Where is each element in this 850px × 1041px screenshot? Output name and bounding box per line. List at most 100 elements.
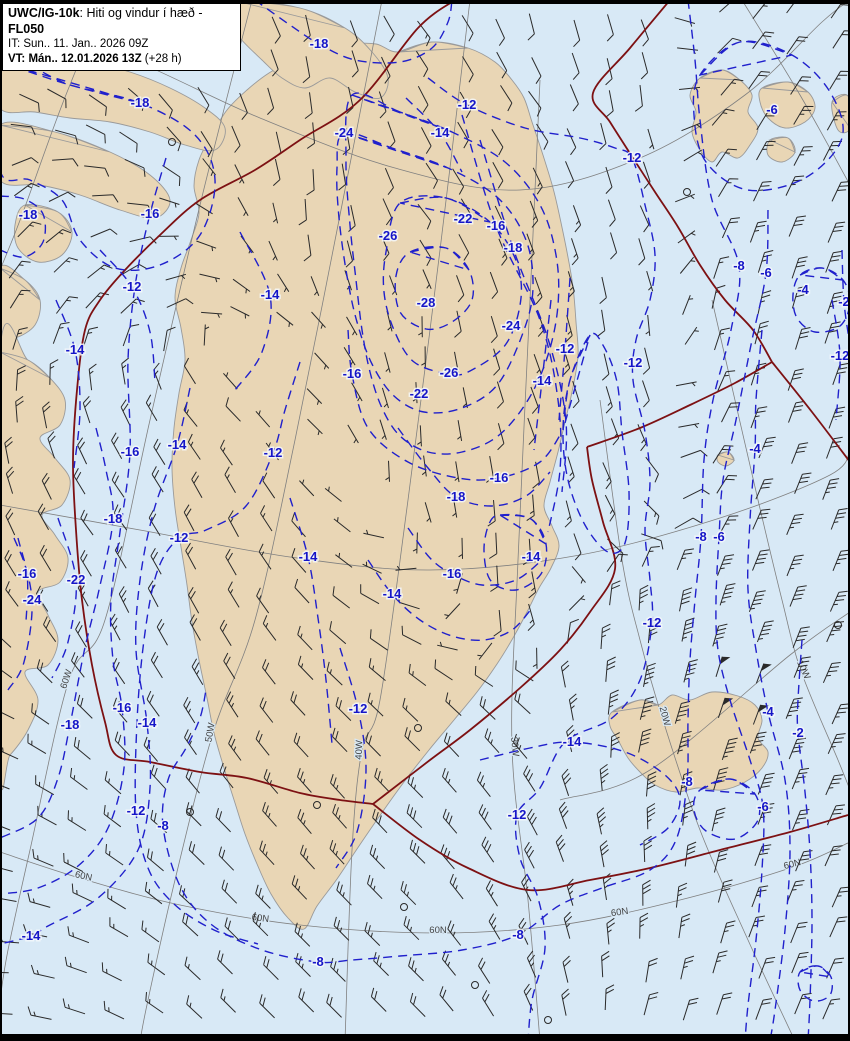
wind-barb <box>491 129 504 156</box>
wind-barb <box>528 90 542 117</box>
wind-barb <box>71 883 93 903</box>
isotherm-label: -16 <box>443 566 462 581</box>
wind-barb <box>367 874 383 900</box>
title-box: UWC/IG-10k: Hiti og vindur í hæð - FL050… <box>2 3 241 72</box>
wind-barb <box>566 128 577 156</box>
wind-barb <box>527 417 536 445</box>
isotherm-label: -14 <box>299 549 319 564</box>
wind-barb <box>418 316 423 338</box>
wind-barb <box>120 298 145 314</box>
wind-barb <box>255 884 271 909</box>
wind-barb <box>220 439 233 466</box>
wind-barb <box>754 320 769 345</box>
wind-barb <box>297 809 312 835</box>
wind-barb <box>147 953 166 976</box>
wind-barb <box>326 661 343 686</box>
wind-barb <box>754 844 772 866</box>
calm-station-circle <box>313 801 321 809</box>
wind-barb <box>643 500 660 525</box>
wind-barb <box>0 784 10 790</box>
wind-barb <box>791 951 809 974</box>
wind-barb <box>482 990 495 1017</box>
wind-barb <box>645 456 659 483</box>
wind-barb <box>605 58 613 86</box>
wind-barb <box>379 419 387 440</box>
wind-barb <box>563 348 571 376</box>
isotherm-label: -8 <box>733 258 745 273</box>
wind-barb <box>645 957 658 983</box>
wind-barb <box>826 291 843 314</box>
calm-station-circle <box>544 1016 552 1024</box>
graticule-line <box>559 611 850 801</box>
wind-barb <box>381 56 391 84</box>
wind-barb <box>255 410 271 428</box>
wind-barb <box>188 586 200 614</box>
wind-barb <box>124 158 146 177</box>
fir-boundary-northeast-boundary <box>591 0 773 363</box>
wind-barb <box>424 502 432 523</box>
wind-barb <box>791 442 809 464</box>
wind-barb <box>829 916 848 938</box>
wind-barb <box>639 205 650 233</box>
wind-barb <box>756 111 777 131</box>
wind-barb <box>639 696 655 720</box>
wind-barb <box>10 123 36 136</box>
isotherm-label: -16 <box>490 470 509 485</box>
wind-barb <box>526 808 538 836</box>
wind-barb <box>674 517 702 529</box>
wind-barb <box>306 169 315 196</box>
wind-barb <box>31 703 50 725</box>
wind-barb <box>297 655 314 680</box>
wind-barb <box>156 618 168 646</box>
isotherm-label-layer: -18 -18 -12 -12 -12 -12 -12 -8 -8 -8 -8 -8 -8 -6 -6 -6 -… <box>16 35 850 971</box>
wind-barb <box>532 647 538 669</box>
land-baffin-island <box>0 323 71 791</box>
isotherm-label: -24 <box>502 318 522 333</box>
wind-barb <box>831 703 850 725</box>
wind-barb <box>647 618 659 644</box>
isotherm-label: -28 <box>417 295 436 310</box>
wind-barb <box>601 950 610 978</box>
wind-barb <box>457 121 469 149</box>
isotherm--16 <box>347 329 563 481</box>
isotherm-label: -14 <box>533 373 553 388</box>
wind-barb <box>561 768 572 796</box>
wind-barb <box>158 93 173 119</box>
wind-barb <box>294 922 311 947</box>
wind-barb <box>484 728 500 754</box>
calm-station-circle <box>834 621 842 629</box>
wind-barb <box>788 215 806 237</box>
wind-barb <box>372 808 388 834</box>
wind-barb <box>610 232 618 260</box>
wind-barb <box>679 256 696 274</box>
wind-barb <box>714 327 730 351</box>
calm-station-circle <box>683 188 691 196</box>
wind-barb <box>326 993 342 1018</box>
wind-barb <box>27 892 51 908</box>
wind-barb <box>232 278 251 294</box>
graticule-line <box>0 449 850 571</box>
wind-barb <box>166 298 194 308</box>
wind-barb <box>452 496 458 518</box>
wind-barb <box>755 478 774 500</box>
wind-barb-flag <box>757 704 769 713</box>
wind-barb <box>682 997 699 1021</box>
wind-barb <box>297 768 312 793</box>
wind-barb <box>437 641 458 651</box>
isotherm-label: -18 <box>104 511 123 526</box>
wind-barb <box>67 810 87 831</box>
wind-barb <box>19 93 40 113</box>
wind-barb <box>0 1013 13 1015</box>
wind-barb <box>409 992 426 1017</box>
wind-barb <box>712 950 728 974</box>
wind-barb <box>458 537 463 559</box>
wind-barb <box>300 844 315 870</box>
wind-barb <box>646 771 657 797</box>
wind-barb <box>791 256 808 279</box>
wind-barb <box>721 737 738 761</box>
wind-barb <box>721 402 740 423</box>
isotherm--8 <box>692 778 761 841</box>
wind-barb <box>224 917 241 942</box>
wind-barb <box>445 692 462 716</box>
wind-barb <box>109 613 121 641</box>
